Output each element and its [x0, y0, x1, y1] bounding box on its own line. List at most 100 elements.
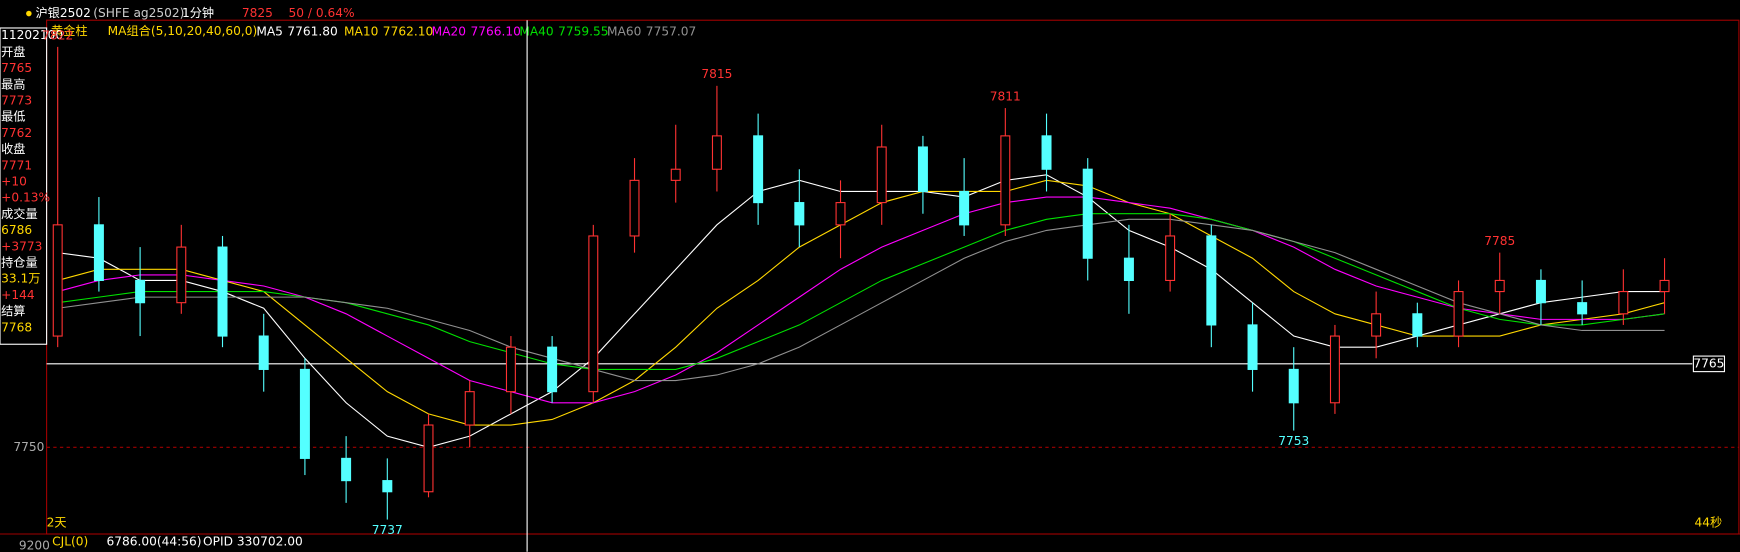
candle-body [794, 202, 805, 226]
candle-body [1247, 324, 1258, 370]
volume-name: CJL(0) [52, 534, 88, 548]
legend-name: MA10 [344, 24, 378, 38]
candle-body [1165, 235, 1176, 282]
info-panel [0, 27, 48, 345]
candle-body [1329, 335, 1340, 404]
candle-body [1659, 279, 1670, 293]
candle-body [135, 279, 146, 304]
time-right: 44秒 [1695, 515, 1723, 529]
candle-body [1041, 135, 1052, 170]
candle-body [1371, 313, 1382, 337]
ma-line [57, 179, 1665, 426]
info-value: 6786 [1, 223, 32, 237]
symbol[interactable]: 沪银2502 [36, 6, 91, 20]
candle-body [341, 457, 352, 482]
candle-body [505, 346, 516, 393]
legend-entry: MA10 7762.10 [344, 24, 433, 38]
volume-tick: 9200 [19, 539, 50, 552]
info-time: 11202100 [1, 28, 63, 42]
candle-body [1082, 168, 1093, 259]
price: 7825 [242, 6, 273, 20]
info-value: +3773 [1, 239, 42, 253]
candle-body [753, 135, 764, 204]
open-interest: OPID 330702.00 [203, 534, 303, 548]
ma-line [57, 196, 1665, 404]
volume: 6786.00(44:56) [107, 534, 202, 548]
legend-name: MA40 [519, 24, 553, 38]
info-value: 7762 [1, 126, 32, 140]
indicator-group[interactable]: MA组合(5,10,20,40,60,0) [108, 23, 258, 38]
candle-body [1535, 279, 1546, 304]
candle-body [423, 424, 434, 493]
info-value: +144 [1, 288, 35, 302]
period[interactable]: 1分钟 [182, 5, 214, 20]
legend-entry: MA60 7757.07 [607, 24, 696, 38]
candle-body [1123, 257, 1134, 282]
candle-body [1494, 279, 1505, 293]
candle-body [629, 179, 640, 237]
candle-body [835, 202, 846, 226]
code: (SHFE ag2502) [93, 6, 184, 20]
candle-body [1000, 135, 1011, 226]
info-label: 结算 [1, 303, 25, 318]
info-label: 最低 [1, 110, 25, 124]
candle-body [959, 190, 970, 226]
candle-body [1618, 291, 1629, 315]
candle-body [1206, 235, 1217, 326]
legend-value: 7766.10 [470, 24, 520, 38]
candle-body [1288, 368, 1299, 404]
candle-body [588, 235, 599, 393]
candle-body [258, 335, 269, 370]
extreme-label: 7753 [1278, 434, 1309, 448]
extreme-label: 7815 [701, 67, 732, 81]
plot: 7750 7765 7822 7815 7811 7785 7753 7737 [13, 28, 1739, 537]
price-label: 7765 [1693, 356, 1724, 370]
info-value: 7773 [1, 94, 32, 108]
candle-body [52, 224, 63, 337]
price-label-box [1692, 355, 1726, 373]
extreme-label: 7785 [1484, 234, 1515, 248]
info-value: +10 [1, 175, 27, 189]
indicator-bar: 黄金柱 MA组合(5,10,20,40,60,0) MA5 7761.80 MA10… [51, 23, 696, 38]
candle-body [93, 224, 104, 282]
toolbar: 沪银2502 (SHFE ag2502) 1分钟 7825 50 / 0.64% [26, 5, 355, 20]
info-value: 7768 [1, 320, 32, 334]
info-value: 7765 [1, 61, 32, 75]
legend-entry: MA40 7759.55 [519, 24, 608, 38]
indicator-style[interactable]: 黄金柱 [51, 23, 88, 38]
info-label: 最高 [1, 76, 25, 91]
info-label: 收盘 [1, 141, 25, 156]
extreme-label: 7822 [42, 28, 73, 42]
time-left: 2天 [47, 515, 67, 529]
legend-name: MA5 [256, 24, 283, 38]
extreme-label: 7737 [372, 523, 403, 537]
legend-value: 7757.07 [646, 24, 696, 38]
legend-value: 7761.80 [287, 24, 337, 38]
candle-body [670, 168, 681, 181]
candle-body [711, 135, 722, 170]
y-tick-label: 7750 [13, 440, 44, 454]
info-label: 成交量 [1, 206, 38, 221]
change: 50 / 0.64% [289, 6, 355, 20]
legend-value: 7759.55 [558, 24, 608, 38]
info-label: 开盘 [1, 44, 25, 59]
candle-body [876, 146, 887, 204]
legend-value: 7762.10 [383, 24, 433, 38]
info-value: +0.13% [1, 191, 50, 205]
legend-entry: MA5 7761.80 [256, 24, 337, 38]
ma-line [57, 174, 1665, 448]
extreme-label: 7811 [990, 89, 1021, 103]
candle-body [217, 246, 228, 337]
candle-body [1577, 302, 1588, 315]
candle-body [1412, 313, 1423, 337]
candle-body [176, 246, 187, 304]
candle-body [299, 368, 310, 459]
legend-name: MA20 [432, 24, 466, 38]
candle-body [547, 346, 558, 393]
info-label: 持仓量 [1, 255, 38, 270]
candle-body [917, 146, 928, 193]
